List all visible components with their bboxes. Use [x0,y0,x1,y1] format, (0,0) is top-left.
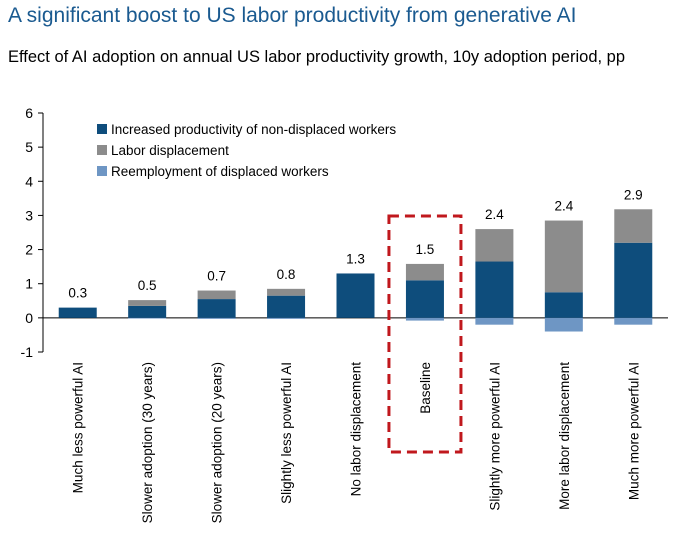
legend-label: Reemployment of displaced workers [111,164,329,179]
y-tick-label: -1 [21,344,34,360]
bar-segment [267,288,306,296]
bar-segment [267,317,306,319]
bar-segment [475,229,514,262]
bar-segment [197,299,236,318]
category-label: Slightly more powerful AI [487,362,502,511]
legend-swatch [97,145,107,155]
bar-segment [58,307,97,318]
bar-segment [614,242,653,318]
bar-segment [544,317,583,332]
y-tick-label: 3 [25,207,33,223]
y-tick-label: 6 [25,105,33,121]
bar-segment [197,290,236,300]
category-label: No labor displacement [349,362,364,497]
bars [58,209,653,332]
data-label: 2.4 [554,199,573,214]
bar-segment [128,317,167,319]
bar-segment [405,317,444,321]
data-label: 0.3 [68,286,87,301]
data-label: 2.4 [485,207,504,222]
bar-segment [614,317,653,325]
data-label: 0.5 [138,278,157,293]
legend-label: Increased productivity of non-displaced … [111,122,396,137]
category-label: Slower adoption (20 years) [210,362,225,523]
legend-label: Labor displacement [111,143,229,158]
data-label: 1.5 [416,242,435,257]
bar-segment [475,317,514,325]
y-tick-label: 0 [25,310,33,326]
bar-segment [405,280,444,318]
legend-swatch [97,124,107,134]
bar-segment [544,292,583,318]
data-label: 1.3 [346,251,365,266]
y-tick-label: 4 [25,173,33,189]
y-tick-label: 2 [25,242,33,258]
category-labels: Much less powerful AI Slower adoption (30… [71,362,642,524]
bar-segment [544,220,583,293]
bar-segment [128,305,167,318]
bar-segment [197,317,236,319]
bar-segment [336,273,375,318]
category-label: Much less powerful AI [71,362,86,493]
category-label: More labor displacement [557,362,572,510]
data-label: 0.7 [207,269,226,284]
category-label: Baseline [418,362,433,414]
category-label: Slightly less powerful AI [279,362,294,504]
data-label: 0.8 [277,267,296,282]
bar-segment [405,263,444,281]
bar-segment [267,295,306,318]
category-label: Much more powerful AI [626,362,641,500]
data-label: 2.9 [624,187,643,202]
chart-title: A significant boost to US labor producti… [8,4,577,27]
chart-subtitle: Effect of AI adoption on annual US labor… [8,48,626,66]
bar-segment [128,300,167,306]
bar-segment [475,261,514,318]
y-tick-label: 5 [25,139,33,155]
bar-segment [614,209,653,243]
y-tick-label: 1 [25,276,33,292]
legend-swatch [97,166,107,176]
legend: Increased productivity of non-displaced … [97,122,396,179]
data-labels: 0.3 0.5 0.7 0.8 1.3 1.5 2.4 2.4 2.9 [68,187,642,300]
category-label: Slower adoption (30 years) [140,362,155,523]
baseline-highlight-box [387,214,463,454]
